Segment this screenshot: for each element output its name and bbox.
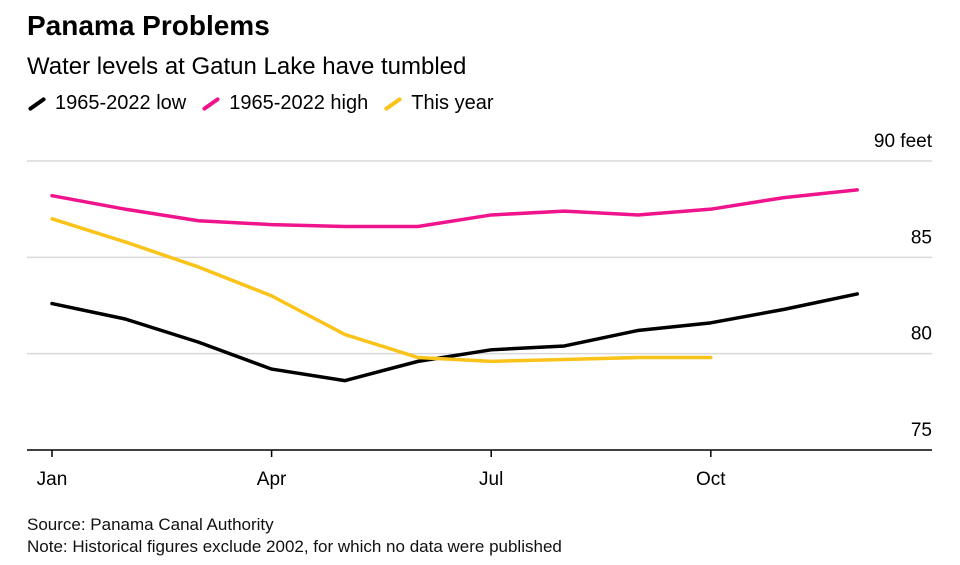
series-line-this-year <box>50 217 713 364</box>
y-tick-label: 90 feet <box>874 131 933 152</box>
legend-item-high: 1965-2022 high <box>201 92 368 115</box>
legend-item-low: 1965-2022 low <box>27 92 186 115</box>
legend-item-this-year: This year <box>383 92 493 115</box>
y-tick-label: 80 <box>911 324 932 345</box>
x-tick-label: Oct <box>696 469 726 490</box>
x-tick-label: Jan <box>37 469 68 490</box>
footer: Source: Panama Canal Authority Note: His… <box>27 514 562 558</box>
x-tick-label: Jul <box>479 469 503 490</box>
legend: 1965-2022 low 1965-2022 high This year <box>27 92 508 115</box>
series-line-low <box>50 292 859 383</box>
source-note: Source: Panama Canal Authority <box>27 515 274 534</box>
y-tick-label: 75 <box>911 420 932 441</box>
line-chart: 90 feet 85 80 75 Jan Apr Jul Oct <box>27 131 933 490</box>
series-line-high <box>50 188 859 229</box>
legend-label-high: 1965-2022 high <box>229 92 369 114</box>
x-tick-label: Apr <box>257 469 287 490</box>
legend-label-this-year: This year <box>411 92 494 114</box>
data-note: Note: Historical figures exclude 2002, f… <box>27 537 562 556</box>
legend-label-low: 1965-2022 low <box>55 92 187 114</box>
chart-title: Panama Problems <box>27 10 270 41</box>
y-tick-label: 85 <box>911 227 932 248</box>
chart-subtitle: Water levels at Gatun Lake have tumbled <box>27 53 467 80</box>
